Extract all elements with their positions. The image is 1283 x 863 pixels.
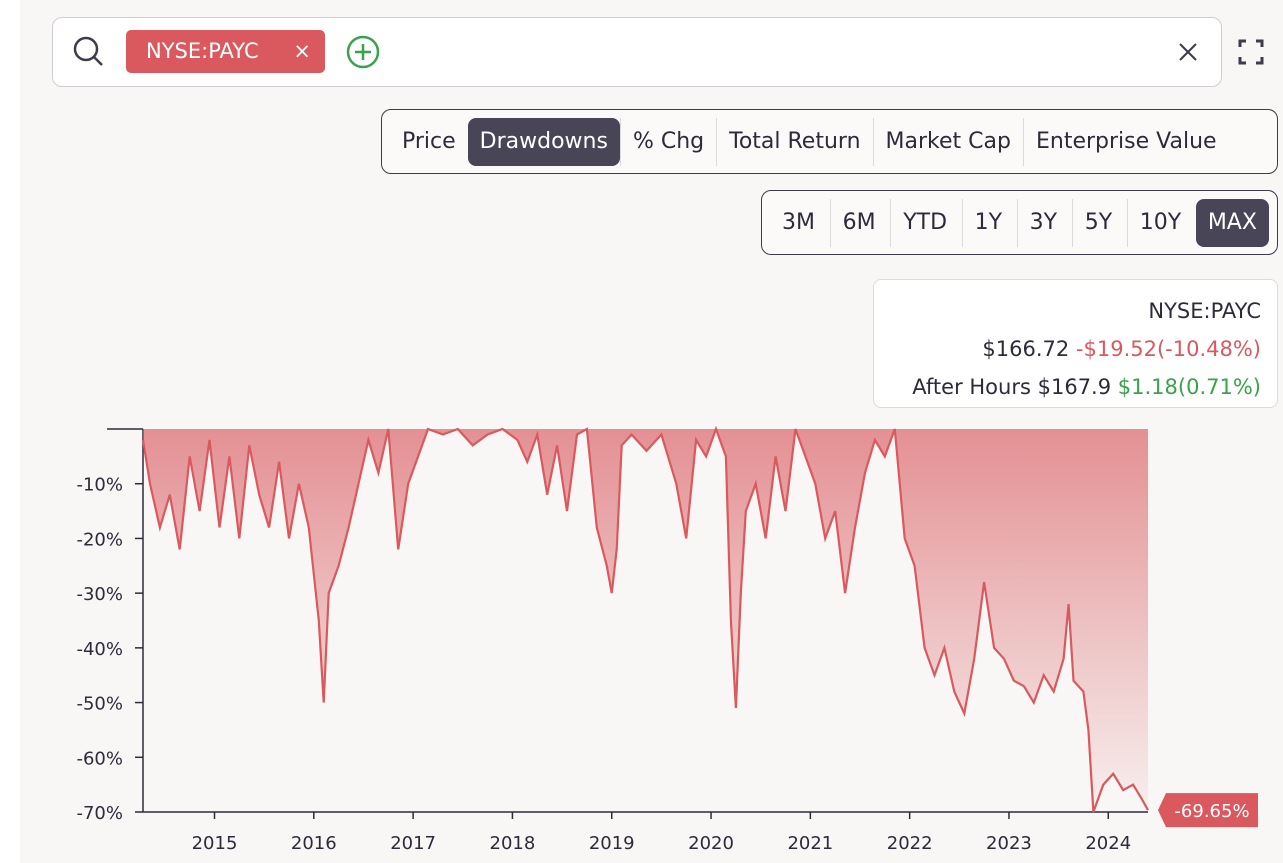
price: $166.72 — [982, 337, 1070, 361]
tab-button[interactable]: Market Cap — [872, 117, 1023, 166]
tab-button[interactable]: MAX — [1195, 198, 1269, 247]
after-hours-row: After Hours $167.9 $1.18(0.71%) — [890, 368, 1261, 406]
quote-box: NYSE:PAYC $166.72 -$19.52(-10.48%) After… — [873, 279, 1278, 408]
tab-button[interactable]: Drawdowns — [467, 117, 620, 166]
tab-button[interactable]: Total Return — [716, 117, 872, 166]
tab-button[interactable]: Price — [402, 128, 456, 154]
after-hours-label: After Hours — [912, 375, 1031, 399]
change: -$19.52(-10.48%) — [1075, 337, 1261, 361]
range-tabs: 3M 6M YTD 1Y 3Y 5Y 10Y MAX — [761, 190, 1278, 255]
tab-button[interactable]: 10Y — [1126, 198, 1193, 247]
clear-icon[interactable] — [1168, 32, 1208, 72]
tag-remove[interactable]: × — [293, 39, 311, 63]
metric-tabs: Price Drawdowns% Chg Total Return Market Ca… — [381, 109, 1278, 174]
tab-button[interactable]: YTD — [890, 198, 959, 247]
tab-button[interactable]: 3M — [782, 209, 815, 235]
tab-button[interactable]: 5Y — [1071, 198, 1124, 247]
after-hours-change: $1.18(0.71%) — [1117, 375, 1261, 399]
tag-text: NYSE:PAYC — [146, 39, 259, 63]
add-icon[interactable] — [345, 34, 381, 70]
quote-row: $166.72 -$19.52(-10.48%) — [890, 330, 1261, 368]
tab-button[interactable]: 6M — [829, 198, 888, 247]
tab-button[interactable]: % Chg — [619, 117, 716, 166]
after-hours-price: $167.9 — [1037, 375, 1112, 399]
fullscreen-icon[interactable] — [1236, 37, 1266, 67]
quote-symbol: NYSE:PAYC — [1148, 299, 1261, 323]
ticker-tag[interactable]: NYSE:PAYC × — [126, 30, 325, 73]
search-icon — [73, 36, 103, 66]
tab-button[interactable]: Enterprise Value — [1022, 117, 1229, 166]
tab-button[interactable]: 1Y — [961, 198, 1014, 247]
tab-button[interactable]: 3Y — [1016, 198, 1069, 247]
